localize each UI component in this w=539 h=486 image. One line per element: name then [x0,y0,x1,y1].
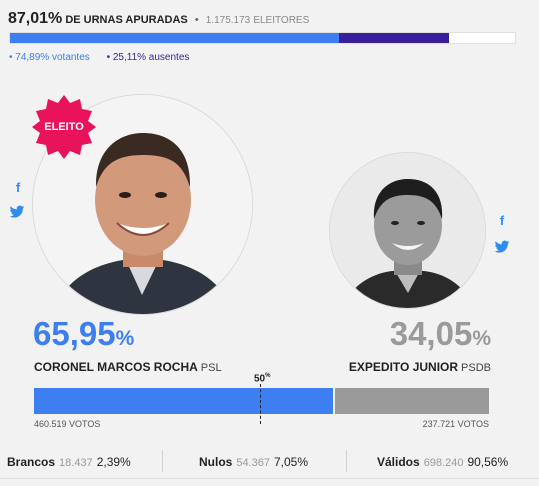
vote-share-bar [34,388,489,414]
validos-percent: 90,56% [467,455,509,469]
candidate-2-percent-value: 34,05 [389,315,473,352]
twitter-icon[interactable] [494,240,510,259]
brancos-total: Brancos 18.437 2,39% [7,455,131,469]
candidate-2-name: EXPEDITO JUNIOR [348,360,459,374]
validos-total: Válidos 698.240 90,56% [377,455,508,469]
candidate-1-percent-sign: % [115,327,135,350]
urnas-percent: 87,01% [8,10,63,27]
candidate-1-party: PSL [200,362,222,374]
twitter-icon[interactable] [9,205,25,224]
candidate-2-vote-segment [335,388,489,414]
candidate-1-vote-segment [34,388,334,414]
ausentes-legend: • 25,11% ausentes [106,52,190,63]
header-separator: • [194,14,199,26]
midpoint-line [260,384,261,424]
bottom-rule [0,478,539,479]
facebook-icon[interactable]: f [499,213,505,228]
eleitores-count: 1.175.173 [205,15,251,26]
candidate-2-party: PSDB [461,362,491,374]
apuracao-header: 87,01% DE URNAS APURADAS • 1.175.173 ELE… [8,10,309,28]
midpoint-label: 50% [254,373,270,384]
divider [162,450,163,472]
turnout-progress-bar [9,32,516,44]
divider [346,450,347,472]
ausentes-segment [339,33,450,43]
midpoint-value: 50 [254,373,266,385]
candidate-2-percent-sign: % [472,327,491,350]
nulos-total: Nulos 54.367 7,05% [199,455,308,469]
brancos-percent: 2,39% [96,455,131,469]
eleitores-label: ELEITORES [253,15,310,26]
candidate-1-name-row: CORONEL MARCOS ROCHA PSL [34,360,222,374]
brancos-label: Brancos [7,455,56,469]
validos-count: 698.240 [423,457,464,469]
candidate-photo-marcos-rocha [33,95,252,314]
votantes-legend: • 74,89% votantes [9,52,90,63]
nulos-count: 54.367 [236,457,270,469]
candidate-1-percent-value: 65,95 [33,315,116,352]
candidate-2-percent: 34,05% [390,315,491,353]
brancos-count: 18.437 [59,457,93,469]
facebook-icon[interactable]: f [15,180,21,195]
eleito-badge [30,93,98,161]
urnas-label: DE URNAS APURADAS [65,14,188,26]
candidate-1-percent: 65,95% [33,315,134,353]
midpoint-sign: % [265,373,271,379]
candidate-photo-expedito-junior [330,153,485,308]
validos-label: Válidos [377,455,420,469]
candidate-2-votes: 237.721 VOTOS [422,419,489,429]
candidate-1-name: CORONEL MARCOS ROCHA [34,360,198,374]
candidate-2-name-row: EXPEDITO JUNIOR PSDB [349,360,491,374]
votantes-segment [10,33,340,43]
nulos-percent: 7,05% [274,455,309,469]
eleito-label: ELEITO [44,121,84,133]
turnout-legend: • 74,89% votantes • 25,11% ausentes [9,52,203,63]
nulos-label: Nulos [199,455,233,469]
candidate-1-votes: 460.519 VOTOS [34,419,101,429]
